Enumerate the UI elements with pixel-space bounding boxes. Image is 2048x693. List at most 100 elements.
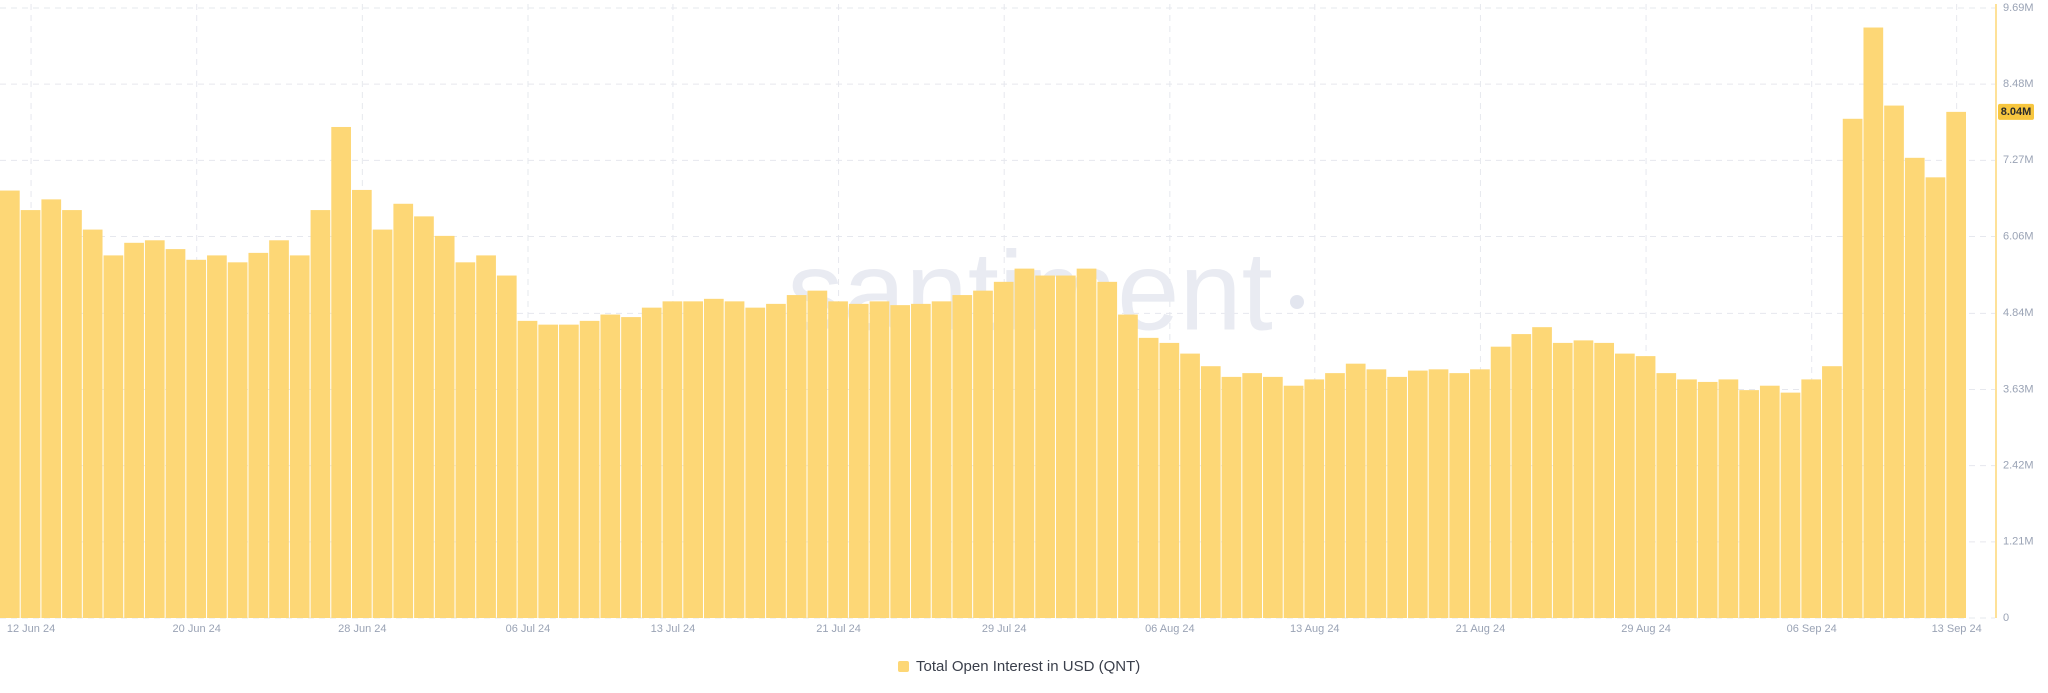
bar (310, 210, 331, 618)
bar (41, 199, 62, 618)
bar (662, 301, 683, 618)
bar (538, 324, 559, 618)
bar (621, 317, 641, 618)
bar (1780, 392, 1801, 618)
bar (1283, 385, 1304, 618)
x-tick-label: 06 Aug 24 (1145, 623, 1195, 635)
bar (1718, 379, 1739, 618)
y-tick-label: 2.42M (2003, 460, 2034, 472)
bar (1097, 281, 1118, 618)
x-tick-label: 21 Aug 24 (1456, 623, 1506, 635)
bar (1138, 337, 1159, 618)
bar (0, 190, 20, 619)
y-tick-label: 4.84M (2003, 307, 2034, 319)
legend-label: Total Open Interest in USD (QNT) (916, 658, 1140, 675)
bar (1635, 356, 1656, 618)
bar (1242, 373, 1263, 618)
bar (165, 249, 186, 618)
x-tick-label: 29 Jul 24 (982, 623, 1027, 635)
bar (1904, 157, 1925, 618)
bar (1221, 376, 1242, 618)
bar (1946, 111, 1966, 619)
x-tick-label: 29 Aug 24 (1621, 623, 1671, 635)
bar (993, 281, 1014, 618)
y-tick-label: 3.63M (2003, 383, 2034, 395)
bar (786, 295, 807, 618)
bar (745, 307, 766, 618)
y-tick-label: 6.06M (2003, 230, 2034, 242)
bar (1304, 379, 1325, 618)
bar (1552, 342, 1573, 618)
bar (911, 303, 931, 618)
x-tick-label: 06 Sep 24 (1787, 623, 1837, 635)
bar (476, 255, 496, 618)
bar (455, 262, 476, 618)
bar (1035, 275, 1055, 618)
bar (1366, 369, 1387, 618)
bar (1863, 27, 1884, 619)
current-value-label: 8.04M (2001, 106, 2032, 118)
bar (1801, 379, 1822, 618)
bar (124, 242, 144, 618)
bar (351, 189, 372, 619)
x-tick-label: 20 Jun 24 (173, 623, 221, 635)
y-tick-label: 7.27M (2003, 154, 2034, 166)
bar (600, 314, 621, 618)
bar (952, 295, 973, 618)
bar (1697, 381, 1718, 618)
y-tick-label: 8.48M (2003, 78, 2034, 90)
bar (559, 324, 579, 618)
bar (186, 259, 207, 618)
bar (973, 290, 993, 618)
bar (1677, 379, 1697, 618)
x-tick-label: 28 Jun 24 (338, 623, 386, 635)
bar (496, 275, 517, 618)
bar (289, 255, 310, 618)
bar (579, 320, 600, 618)
bar (103, 255, 124, 618)
x-tick-label: 13 Sep 24 (1932, 623, 1982, 635)
bar (1925, 177, 1946, 618)
bar (1594, 342, 1615, 618)
x-tick-label: 21 Jul 24 (816, 623, 861, 635)
x-tick-label: 06 Jul 24 (506, 623, 551, 635)
legend-swatch (898, 661, 909, 672)
bar (1407, 370, 1428, 618)
bar (393, 203, 414, 618)
bar (1449, 373, 1470, 618)
bar (1470, 369, 1490, 618)
bar (1055, 275, 1076, 618)
x-tick-label: 13 Aug 24 (1290, 623, 1340, 635)
bar (807, 290, 828, 618)
bar (269, 240, 289, 618)
bar (1615, 353, 1635, 618)
bar (414, 216, 434, 618)
current-value-badge (1998, 103, 2034, 120)
bar (890, 305, 911, 618)
bar (1759, 385, 1780, 618)
bar (82, 229, 103, 618)
watermark-dot (1290, 295, 1304, 309)
bar (331, 126, 351, 618)
bar (1656, 373, 1677, 618)
bar (1511, 334, 1532, 618)
bar (1263, 376, 1283, 618)
bar (1428, 369, 1449, 618)
bar (1532, 327, 1552, 618)
bar (1014, 268, 1035, 618)
bar (207, 255, 227, 618)
y-tick-label: 1.21M (2003, 536, 2034, 548)
bar (1387, 376, 1407, 618)
bar (1200, 366, 1221, 618)
bar (144, 240, 165, 618)
bar (227, 262, 248, 618)
bar (1325, 373, 1345, 618)
bar (683, 301, 703, 618)
bar (62, 210, 82, 618)
bar (517, 320, 538, 618)
bar (931, 301, 952, 618)
x-tick-label: 12 Jun 24 (7, 623, 55, 635)
bar (1076, 268, 1097, 618)
